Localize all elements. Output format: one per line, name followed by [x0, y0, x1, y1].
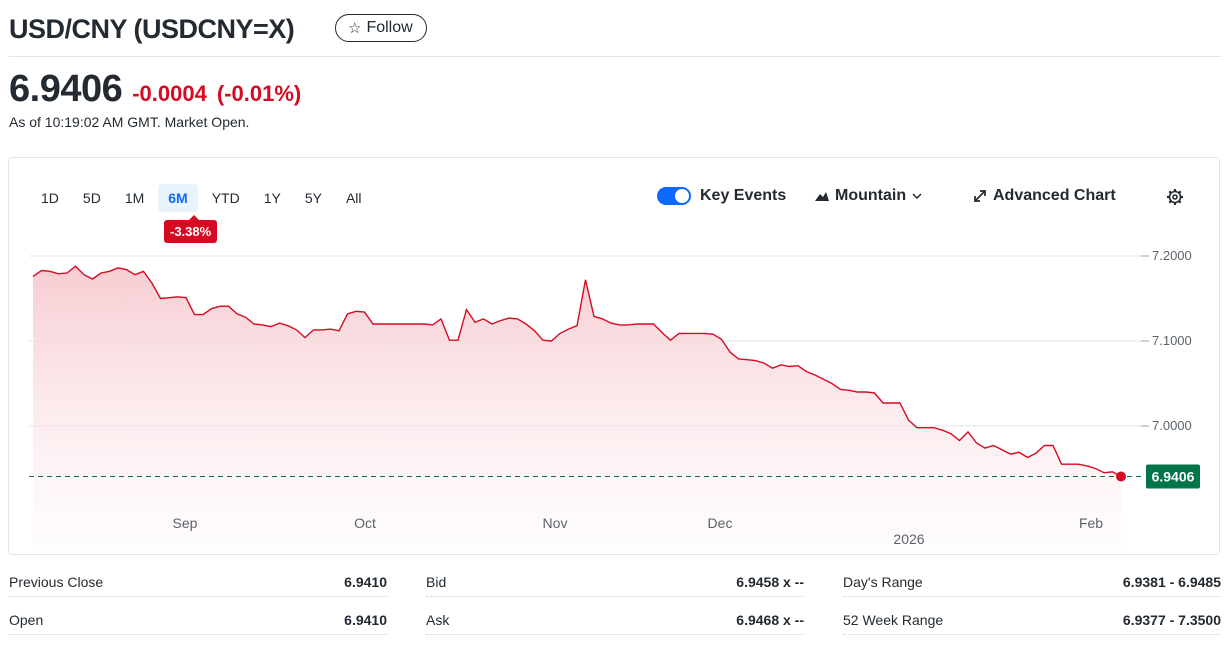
stat-label: Bid [426, 574, 447, 590]
current-price-dot [1116, 471, 1126, 482]
expand-icon [974, 190, 986, 202]
stat-row-52-week-range: 52 Week Range 6.9377 - 7.3500 [843, 606, 1221, 635]
price-change: -0.0004 [132, 81, 207, 106]
price-line [32, 265, 1122, 478]
mountain-icon [815, 192, 829, 201]
follow-label: Follow [366, 19, 413, 36]
chart-type-label: Mountain [835, 187, 907, 204]
advanced-chart-label: Advanced Chart [993, 187, 1116, 204]
chevron-down-icon [912, 192, 922, 199]
range-6m[interactable]: 6M [158, 184, 198, 212]
stat-label: Open [9, 612, 44, 628]
follow-button[interactable]: ☆ Follow [335, 14, 427, 42]
price-chart[interactable]: 7.2000 7.1000 7.0000 Sep Oct Nov Dec Feb… [9, 158, 1219, 554]
stat-value: 6.9410 [344, 574, 387, 590]
quote-header: USD/CNY (USDCNY=X) ☆ Follow [9, 12, 1221, 57]
x-tick-label: Oct [354, 515, 376, 531]
range-1d[interactable]: 1D [41, 190, 59, 206]
key-events-label: Key Events [700, 187, 787, 204]
x-tick-label: Sep [173, 515, 198, 531]
chart-panel: 1D 5D 1M 6M YTD 1Y 5Y All -3.38% Key Eve… [8, 157, 1220, 555]
stat-value: 6.9410 [344, 612, 387, 628]
current-price: 6.9406 [9, 68, 123, 110]
year-label: 2026 [893, 531, 924, 547]
key-events-toggle[interactable] [657, 187, 691, 205]
page-title: USD/CNY (USDCNY=X) [9, 14, 295, 44]
key-events-toggle-group: Key Events [657, 187, 786, 205]
current-price-badge-label: 6.9406 [1152, 468, 1195, 484]
stat-row-previous-close: Previous Close 6.9410 [9, 568, 387, 597]
range-change-badge: -3.38% [164, 215, 218, 243]
stat-label: Previous Close [9, 574, 104, 590]
price-change-percent: (-0.01%) [216, 81, 302, 106]
price-area [33, 266, 1121, 554]
stat-label: Ask [426, 612, 450, 628]
stat-row-open: Open 6.9410 [9, 606, 387, 635]
y-axis: 7.2000 7.1000 7.0000 [1152, 248, 1192, 433]
price-row: 6.9406 -0.0004 (-0.01%) [9, 68, 301, 111]
chart-type-dropdown[interactable]: Mountain [815, 187, 922, 205]
x-axis: Sep Oct Nov Dec Feb 2026 [173, 515, 1104, 547]
stat-label: Day's Range [843, 574, 923, 590]
advanced-chart-button[interactable]: Advanced Chart [973, 187, 1116, 205]
star-icon: ☆ [348, 19, 362, 37]
range-ytd[interactable]: YTD [211, 190, 240, 206]
y-tick-label: 7.1000 [1152, 333, 1192, 348]
range-5d[interactable]: 5D [82, 190, 101, 206]
stat-label: 52 Week Range [843, 612, 944, 628]
stat-value: 6.9468 x -- [736, 612, 804, 628]
stat-value: 6.9377 - 7.3500 [1122, 612, 1221, 628]
gear-icon[interactable] [1165, 187, 1185, 207]
range-all[interactable]: All [345, 190, 362, 206]
market-status: As of 10:19:02 AM GMT. Market Open. [9, 114, 250, 130]
range-1m[interactable]: 1M [124, 190, 145, 206]
stat-row-days-range: Day's Range 6.9381 - 6.9485 [843, 568, 1221, 597]
stat-value: 6.9458 x -- [736, 574, 804, 590]
range-selector: 1D 5D 1M 6M YTD 1Y 5Y All [31, 184, 376, 212]
stat-row-ask: Ask 6.9468 x -- [426, 606, 804, 635]
x-tick-label: Feb [1079, 515, 1103, 531]
x-tick-label: Dec [708, 515, 733, 531]
y-tick-label: 7.2000 [1152, 248, 1192, 263]
range-5y[interactable]: 5Y [304, 190, 322, 206]
x-tick-label: Nov [543, 515, 568, 531]
stat-row-bid: Bid 6.9458 x -- [426, 568, 804, 597]
range-1y[interactable]: 1Y [263, 190, 281, 206]
y-tick-label: 7.0000 [1152, 418, 1192, 433]
current-price-badge: 6.9406 [1146, 464, 1200, 489]
stat-value: 6.9381 - 6.9485 [1122, 574, 1221, 590]
